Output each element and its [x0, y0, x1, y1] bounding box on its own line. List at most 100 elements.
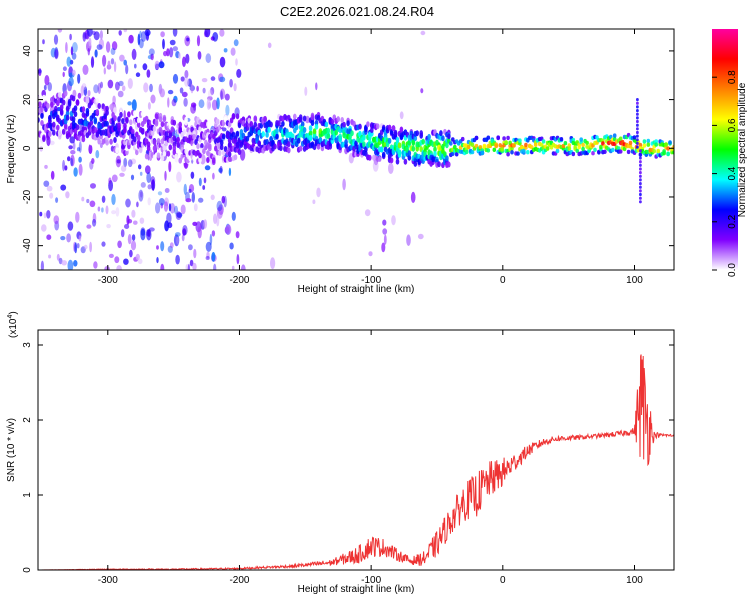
noise-blob: [211, 99, 218, 111]
noise-blob: [158, 61, 165, 69]
ridge-cell: [152, 145, 157, 152]
ridge-cell: [474, 135, 479, 141]
noise-blob: [233, 39, 239, 47]
ridge-cell: [281, 120, 285, 127]
ridge-cell: [117, 116, 121, 123]
noise-blob: [192, 221, 198, 226]
ridge-cell: [601, 141, 605, 146]
ridge-cell: [178, 121, 182, 128]
ridge-cell: [379, 146, 384, 153]
ridge-cell: [364, 126, 368, 133]
noise-blob: [133, 220, 138, 225]
noise-blob: [167, 89, 174, 95]
ridge-cell: [109, 104, 113, 110]
ridge-cell: [136, 121, 141, 128]
noise-blob: [73, 167, 78, 177]
snr-background: [38, 330, 674, 570]
ridge-cell: [61, 128, 66, 135]
noise-blob: [39, 146, 43, 152]
noise-blob: [120, 165, 127, 172]
noise-blob: [160, 31, 165, 38]
ridge-cell: [71, 95, 76, 102]
ridge-cell: [293, 113, 297, 120]
noise-blob: [225, 104, 230, 116]
snr-x-label: Height of straight line (km): [298, 584, 415, 595]
ridge-cell: [411, 145, 416, 152]
noise-blob: [103, 67, 107, 75]
noise-blob: [417, 233, 424, 240]
ridge-cell: [664, 142, 668, 147]
ridge-cell: [470, 142, 475, 147]
x-tick-label: 0: [500, 275, 506, 286]
ridge-cell: [46, 102, 50, 109]
noise-blob: [96, 44, 103, 50]
noise-blob: [205, 53, 212, 64]
ridge-cell: [439, 130, 443, 137]
ridge-cell: [330, 118, 335, 125]
noise-blob: [156, 257, 159, 264]
noise-blob: [176, 171, 182, 183]
snr-marks: [38, 354, 674, 570]
noise-blob: [213, 263, 217, 270]
noise-blob: [167, 245, 173, 253]
ridge-cell: [510, 150, 514, 155]
spike-cell: [639, 178, 642, 182]
noise-blob: [101, 195, 106, 203]
noise-blob: [210, 76, 216, 81]
ridge-cell: [101, 129, 105, 136]
ridge-cell: [233, 154, 238, 161]
ridge-cell: [127, 111, 131, 118]
ridge-cell: [125, 149, 129, 156]
noise-blob: [205, 256, 210, 260]
ridge-cell: [346, 120, 350, 127]
ridge-cell: [162, 116, 167, 123]
ridge-cell: [478, 145, 483, 150]
x-tick-label: -300: [98, 575, 118, 586]
ridge-cell: [152, 125, 157, 132]
noise-blob: [46, 185, 53, 192]
ridge-cell: [135, 149, 139, 156]
ridge-cell: [287, 141, 291, 148]
ridge-cell: [344, 139, 348, 145]
noise-blob: [187, 263, 191, 270]
noise-blob: [368, 251, 373, 257]
ridge-cell: [194, 139, 198, 146]
y-tick-label: 3: [22, 342, 33, 348]
noise-blob: [108, 253, 114, 258]
noise-blob: [123, 157, 128, 168]
ridge-cell: [267, 126, 271, 133]
ridge-cell: [370, 127, 374, 134]
noise-blob: [216, 97, 220, 110]
noise-blob: [406, 234, 411, 246]
noise-blob: [115, 81, 120, 91]
ridge-cell: [415, 145, 420, 152]
noise-blob: [150, 94, 156, 104]
snr-scale-label: (x104): [7, 311, 19, 338]
ridge-cell: [235, 113, 240, 120]
noise-blob: [169, 203, 176, 214]
noise-blob: [118, 30, 122, 36]
snr-panel: -300 -200 -100 0 100 0 1 2 3 Height of straight…: [6, 311, 675, 595]
ridge-cell: [63, 90, 68, 97]
spike-cell: [639, 192, 642, 197]
noise-blob: [102, 54, 107, 67]
ridge-cell: [506, 152, 510, 157]
noise-blob: [205, 241, 212, 252]
ridge-cell: [460, 136, 465, 142]
ridge-cell: [154, 113, 159, 120]
noise-blob: [388, 162, 394, 174]
noise-blob: [139, 217, 145, 224]
noise-blob: [183, 97, 188, 107]
noise-blob: [381, 242, 386, 253]
noise-blob: [193, 203, 198, 212]
ridge-cell: [518, 138, 522, 143]
ridge-cell: [59, 109, 64, 116]
ridge-cell: [445, 142, 449, 149]
noise-blob: [69, 33, 72, 41]
noise-blob: [162, 38, 165, 50]
ridge-cell: [219, 144, 224, 151]
noise-blob: [147, 102, 151, 110]
ridge-cell: [40, 112, 44, 119]
ridge-cell: [138, 147, 143, 154]
